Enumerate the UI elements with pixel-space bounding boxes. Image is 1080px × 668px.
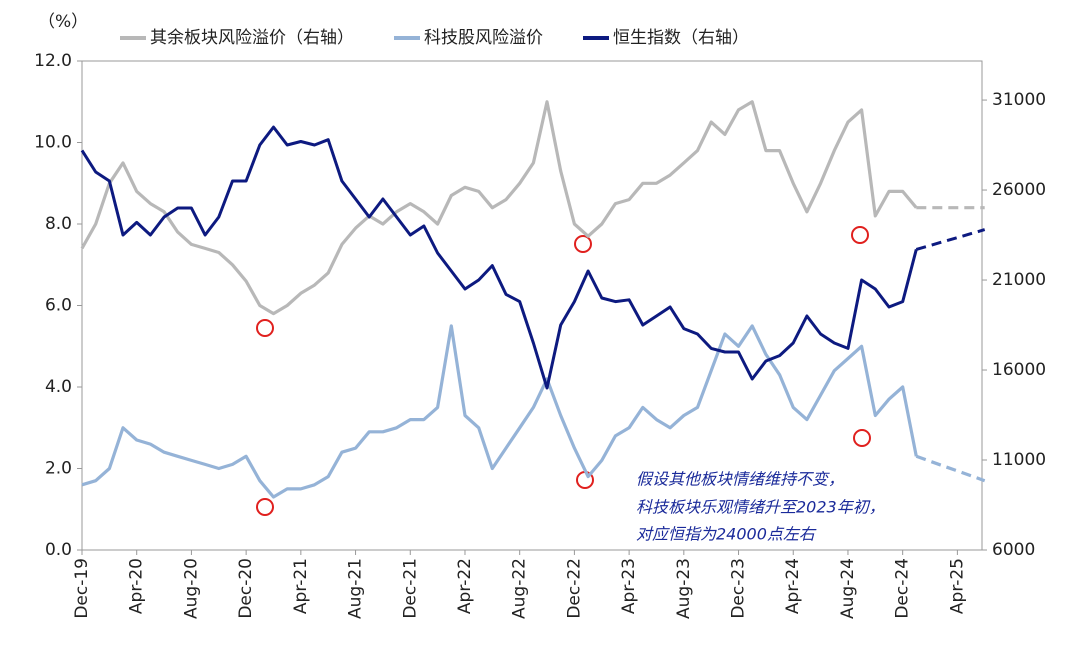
projection-line — [915, 228, 986, 251]
y-tick-label: 4.0 — [45, 377, 72, 397]
y2-tick-label: 16000 — [992, 360, 1046, 380]
y-tick-label: 0.0 — [45, 540, 72, 560]
plot-frame — [81, 60, 983, 551]
annotation: 科技板块乐观情绪升至2023年初， — [636, 498, 885, 517]
projection-line — [915, 454, 986, 483]
y-tick-label: 6.0 — [45, 296, 72, 316]
legend-label: 其余板块风险溢价（右轴） — [150, 28, 354, 48]
x-tick-label: Apr-22 — [455, 558, 475, 614]
y-tick-label: 12.0 — [34, 51, 72, 71]
legend-label: 科技股风险溢价 — [424, 28, 543, 48]
y2-tick-label: 6000 — [992, 540, 1035, 560]
y2-tick-label: 11000 — [992, 450, 1046, 470]
annotation: 对应恒指为24000点左右 — [636, 525, 817, 544]
x-tick-label: Apr-25 — [947, 558, 967, 614]
x-tick-label: Aug-24 — [838, 558, 858, 619]
x-tick-label: Dec-20 — [236, 558, 256, 619]
legend-label: 恒生指数（右轴） — [613, 28, 749, 48]
y-tick-label: 2.0 — [45, 459, 72, 479]
x-tick-label: Dec-23 — [729, 558, 749, 619]
series-line — [81, 324, 918, 499]
highlight-circle — [256, 498, 274, 516]
highlight-circle — [256, 319, 274, 337]
y-unit-label: （%） — [38, 12, 88, 32]
highlight-circle — [574, 235, 592, 253]
y2-tick-label: 21000 — [992, 270, 1046, 290]
x-tick-label: Apr-23 — [619, 558, 639, 614]
x-tick-label: Apr-24 — [783, 558, 803, 614]
x-tick-label: Dec-19 — [72, 558, 92, 619]
highlight-circles — [256, 226, 871, 516]
y2-tick-label: 31000 — [992, 90, 1046, 110]
x-tick-label: Apr-20 — [127, 558, 147, 614]
y2-tick-label: 26000 — [992, 180, 1046, 200]
x-tick-label: Dec-21 — [400, 558, 420, 619]
series-line — [80, 125, 918, 390]
x-tick-label: Dec-22 — [564, 558, 584, 619]
x-tick-label: Aug-21 — [346, 558, 366, 619]
x-tick-label: Apr-21 — [291, 558, 311, 614]
x-tick-label: Aug-22 — [510, 558, 530, 619]
y-tick-label: 10.0 — [34, 133, 72, 153]
annotation: 假设其他板块情绪维持不变， — [636, 470, 844, 489]
highlight-circle — [851, 226, 869, 244]
x-tick-label: Aug-20 — [181, 558, 201, 619]
y-tick-label: 8.0 — [45, 214, 72, 234]
x-tick-label: Aug-23 — [674, 558, 694, 619]
series-line — [80, 100, 918, 316]
highlight-circle — [853, 429, 871, 447]
x-tick-label: Dec-24 — [893, 558, 913, 619]
